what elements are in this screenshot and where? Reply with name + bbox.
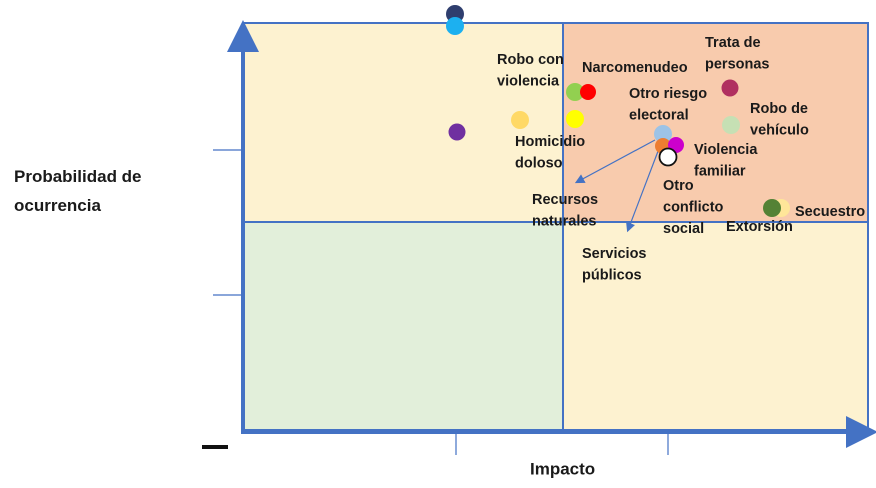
y-axis-label-line: Probabilidad de (14, 167, 142, 186)
risk-label: Robo de vehículo (750, 101, 809, 139)
dot (448, 123, 466, 141)
y-axis-label: Probabilidad de ocurrencia (14, 167, 142, 215)
quadrant (563, 222, 868, 430)
risk-label: Otro riesgo electoral (629, 86, 707, 124)
risk-label: Violencia familiar (694, 142, 758, 180)
risk-label-line: Robo de (750, 101, 808, 117)
risk-label-line: Homicidio (515, 134, 585, 150)
dot (580, 84, 596, 100)
dot (658, 147, 678, 167)
arrow (574, 139, 656, 184)
risk-label-line: Robo con (497, 52, 564, 68)
risk-label-line: Extorsión (726, 219, 793, 235)
dot (763, 199, 781, 217)
dot (654, 125, 672, 143)
risk-label: Recursos naturales (532, 192, 598, 230)
risk-label: Homicidio doloso (515, 134, 585, 172)
risk-label-line: vehículo (750, 122, 809, 138)
dots (446, 5, 790, 217)
quadrant (243, 222, 563, 430)
risk-label: Otro conflicto social (663, 178, 724, 237)
risk-label: Secuestro (795, 204, 865, 220)
quadrant (563, 23, 868, 222)
risk-label: Servicios públicos (582, 246, 647, 284)
risk-label-line: doloso (515, 155, 563, 171)
risk-label-line: Trata de (705, 35, 761, 51)
risk-label-line: Violencia (694, 142, 758, 158)
risk-label-line: Servicios (582, 246, 647, 262)
risk-label-line: social (663, 221, 704, 237)
risk-label-line: electoral (629, 107, 689, 123)
y-axis-label-line: ocurrencia (14, 196, 101, 215)
risk-label-line: familiar (694, 163, 746, 179)
risk-label-line: Secuestro (795, 204, 865, 220)
risk-label-line: conflicto (663, 199, 724, 215)
risk-label-line: públicos (582, 267, 642, 283)
dot (722, 116, 740, 134)
x-axis-label: Impacto (530, 459, 595, 478)
dot (511, 111, 529, 129)
risk-label-line: personas (705, 56, 769, 72)
risk-label-line: Otro riesgo (629, 86, 707, 102)
arrow (626, 145, 661, 233)
risk-label-line: violencia (497, 73, 560, 89)
dot (566, 110, 584, 128)
dot (721, 79, 739, 97)
dot (446, 17, 464, 35)
risk-label: Trata de personas (705, 35, 769, 73)
risk-label: Robo con violencia (497, 52, 564, 90)
risk-label: Extorsión (726, 219, 793, 235)
dot (566, 83, 584, 101)
quadrant (243, 23, 563, 222)
risk-label: Narcomenudeo (582, 60, 688, 76)
risk-label-line: naturales (532, 213, 596, 229)
risk-label-line: Recursos (532, 192, 598, 208)
risk-label-line: Narcomenudeo (582, 60, 688, 76)
risk-label-line: Otro (663, 178, 694, 194)
